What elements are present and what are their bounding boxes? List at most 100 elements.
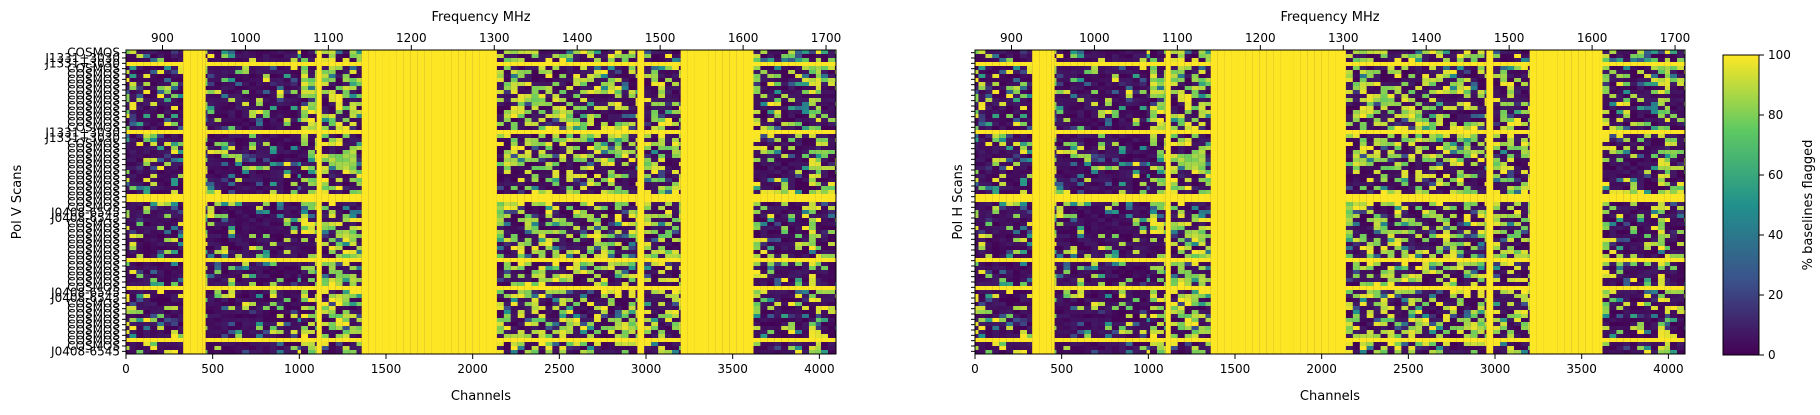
heatmap-cell: [164, 162, 172, 167]
heatmap-cell: [781, 114, 789, 119]
heatmap-cell: [221, 114, 229, 119]
heatmap-cell: [143, 182, 151, 187]
heatmap-cell: [680, 190, 688, 195]
heatmap-cell: [472, 178, 480, 183]
heatmap-cell: [496, 98, 504, 103]
heatmap-cell: [202, 110, 206, 115]
heatmap-cell: [834, 170, 836, 175]
heatmap-cell: [349, 230, 357, 235]
heatmap-cell: [157, 130, 165, 135]
heatmap-cell: [290, 62, 298, 67]
heatmap-cell: [472, 82, 480, 87]
heatmap-cell: [760, 74, 768, 79]
heatmap-cell: [607, 166, 615, 171]
heatmap-cell: [235, 218, 243, 223]
heatmap-cell: [635, 50, 638, 55]
heatmap-cell: [368, 162, 376, 167]
heatmap-cell: [788, 66, 796, 71]
heatmap-cell: [242, 126, 250, 131]
heatmap-cell: [760, 122, 768, 127]
heatmap-cell: [600, 170, 608, 175]
heatmap-cell: [157, 118, 165, 123]
heatmap-cell: [680, 214, 688, 219]
heatmap-cell: [410, 218, 418, 223]
heatmap-cell: [635, 174, 638, 179]
heatmap-cell: [424, 50, 432, 55]
heatmap-cell: [722, 202, 730, 207]
heatmap-cell: [637, 82, 645, 87]
heatmap-cell: [472, 210, 480, 215]
heatmap-cell: [150, 222, 158, 227]
heatmap-cell: [314, 202, 317, 207]
heatmap-cell: [126, 222, 130, 227]
heatmap-cell: [607, 138, 615, 143]
heatmap-cell: [559, 66, 567, 71]
heatmap-cell: [342, 226, 350, 231]
heatmap-cell: [431, 194, 439, 199]
heatmap-cell: [559, 162, 567, 167]
heatmap-cell: [356, 78, 362, 83]
heatmap-cell: [207, 214, 215, 219]
heatmap-cell: [580, 218, 588, 223]
heatmap-cell: [580, 166, 588, 171]
heatmap-cell: [828, 150, 835, 155]
heatmap-cell: [503, 154, 511, 159]
heatmap-cell: [214, 78, 222, 83]
heatmap-cell: [458, 206, 466, 211]
heatmap-cell: [594, 66, 601, 71]
heatmap-cell: [694, 218, 702, 223]
heatmap-cell: [249, 142, 257, 147]
heatmap-cell: [736, 178, 744, 183]
heatmap-cell: [444, 110, 452, 115]
heatmap-cell: [221, 130, 229, 135]
heatmap-cell: [594, 86, 601, 91]
heatmap-cell: [665, 102, 673, 107]
heatmap-cell: [361, 126, 369, 131]
heatmap-cell: [228, 218, 236, 223]
heatmap-cell: [190, 170, 198, 175]
heatmap-cell: [628, 130, 636, 135]
heatmap-cell: [559, 90, 567, 95]
heatmap-cell: [788, 186, 796, 191]
heatmap-cell: [788, 194, 796, 199]
heatmap-cell: [694, 170, 702, 175]
heatmap-cell: [821, 106, 829, 111]
heatmap-cell: [736, 82, 744, 87]
heatmap-cell: [821, 66, 829, 71]
heatmap-cell: [722, 74, 730, 79]
heatmap-cell: [403, 198, 411, 203]
heatmap-cell: [637, 166, 645, 171]
heatmap-cell: [637, 74, 645, 79]
heatmap-cell: [290, 170, 298, 175]
heatmap-cell: [207, 178, 215, 183]
heatmap-cell: [828, 90, 835, 95]
heatmap-cell: [722, 162, 730, 167]
heatmap-cell: [126, 110, 130, 115]
heatmap-cell: [157, 226, 165, 231]
heatmap-cell: [651, 146, 659, 151]
heatmap-cell: [808, 70, 816, 75]
heatmap-cell: [438, 154, 445, 159]
heatmap-cell: [262, 174, 270, 179]
heatmap-cell: [594, 118, 601, 123]
heatmap-cell: [795, 134, 803, 139]
heatmap-cell: [493, 78, 497, 83]
heatmap-cell: [356, 174, 362, 179]
heatmap-cell: [753, 82, 761, 87]
heatmap-cell: [256, 210, 263, 215]
heatmap-cell: [349, 222, 357, 227]
heatmap-cell: [356, 126, 362, 131]
heatmap-cell: [431, 138, 439, 143]
heatmap-cell: [486, 154, 494, 159]
heatmap-cell: [431, 58, 439, 63]
heatmap-cell: [290, 182, 298, 187]
heatmap-cell: [658, 134, 666, 139]
heatmap-cell: [566, 138, 574, 143]
heatmap-cell: [269, 126, 277, 131]
heatmap-cell: [301, 126, 309, 131]
heatmap-cell: [465, 58, 473, 63]
heatmap-cell: [382, 66, 390, 71]
heatmap-cell: [438, 78, 445, 83]
heatmap-cell: [573, 62, 581, 67]
heatmap-cell: [658, 178, 666, 183]
